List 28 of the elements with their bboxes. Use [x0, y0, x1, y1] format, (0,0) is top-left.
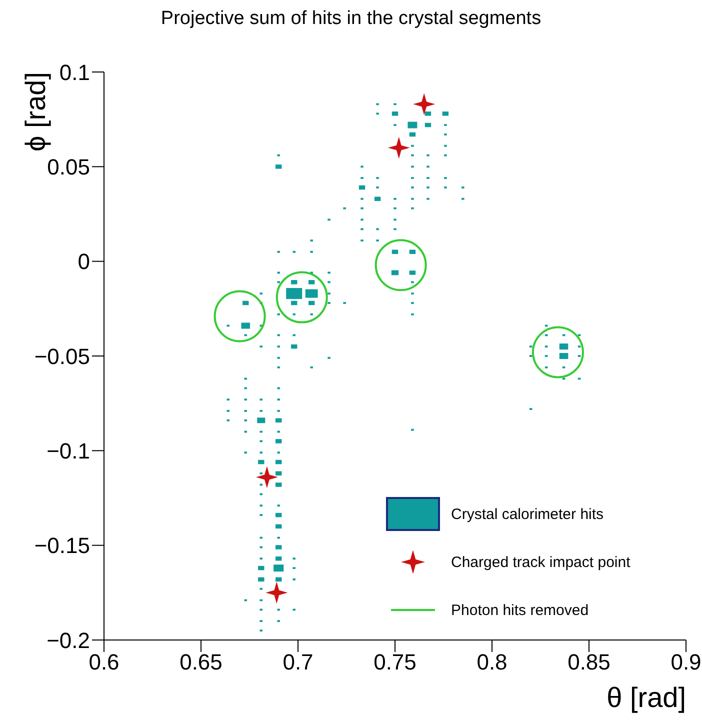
- y-tick-label: −0.1: [46, 438, 90, 464]
- x-tick-label: 0.85: [568, 650, 610, 675]
- legend-label: Charged track impact point: [451, 554, 630, 570]
- y-tick-label: 0.05: [47, 154, 90, 180]
- y-axis-title: ϕ [rad]: [20, 72, 52, 152]
- point: [532, 326, 584, 378]
- x-tick-label: 0.75: [374, 650, 416, 675]
- legend-label: Photon hits removed: [451, 602, 589, 618]
- point: [276, 271, 328, 324]
- point: [266, 582, 288, 604]
- x-tick-label: 0.65: [180, 650, 222, 675]
- point: [413, 93, 436, 116]
- legend-label: Crystal calorimeter hits: [451, 506, 604, 522]
- y-tick-label: 0: [78, 249, 90, 274]
- point: [374, 239, 427, 292]
- y-tick-label: −0.15: [34, 533, 90, 558]
- point: [388, 136, 410, 159]
- point: [214, 290, 266, 342]
- y-tick-label: −0.2: [46, 628, 90, 653]
- x-tick-label: 0.9: [670, 650, 702, 675]
- x-tick-label: 0.6: [88, 650, 120, 675]
- x-tick-label: 0.8: [476, 650, 508, 675]
- x-axis-title: θ [rad]: [606, 682, 686, 714]
- y-tick-label: 0.1: [59, 60, 90, 85]
- y-tick-label: −0.05: [34, 344, 90, 369]
- x-tick-label: 0.7: [282, 650, 314, 675]
- chart-title: Projective sum of hits in the crystal segments: [160, 8, 542, 30]
- point: [256, 466, 278, 488]
